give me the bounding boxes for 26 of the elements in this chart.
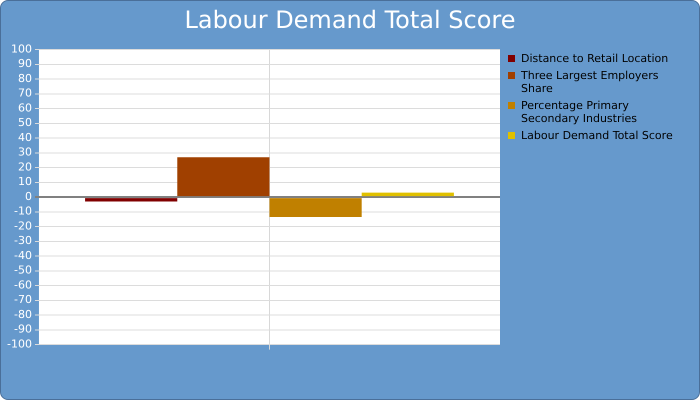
y-tick-label: 40: [18, 130, 32, 144]
y-tick-label: -40: [14, 248, 32, 262]
legend-label: Three Largest Employers Share: [521, 69, 660, 95]
y-tick-label: 20: [18, 160, 32, 174]
y-tick-label: 50: [18, 116, 32, 130]
y-tick-label: 80: [18, 72, 32, 85]
y-tick-label: 10: [18, 175, 32, 188]
y-tick-label: 90: [18, 57, 32, 70]
y-tick-label: 100: [10, 42, 32, 56]
y-tick-label: -60: [14, 278, 32, 292]
y-tick-label: 0: [24, 190, 32, 203]
y-tick-label: -70: [14, 293, 32, 306]
legend-label: Percentage Primary Secondary Industries: [521, 99, 638, 125]
chart-title: Labour Demand Total Score: [183, 6, 516, 34]
y-tick-label: -90: [14, 322, 32, 336]
y-tick-label: -50: [14, 264, 32, 277]
y-tick-label: -100: [6, 337, 32, 350]
legend-label: Distance to Retail Location: [521, 52, 668, 65]
y-tick-label: 60: [18, 101, 32, 114]
y-tick-label: -30: [14, 234, 32, 248]
y-tick-label: -80: [14, 308, 32, 321]
legend-label: Labour Demand Total Score: [521, 129, 673, 142]
y-tick-label: 70: [18, 86, 32, 100]
y-tick-label: 30: [18, 146, 32, 159]
y-tick-label: -10: [14, 204, 32, 218]
y-tick-label: -20: [14, 219, 32, 232]
